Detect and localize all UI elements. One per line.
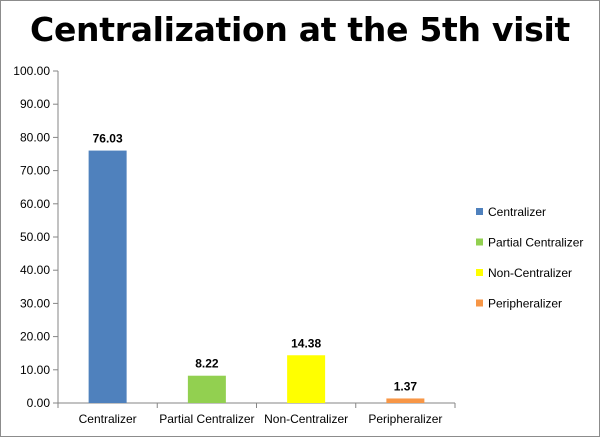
axes: 0.00 10.00 20.00 30.00 40.00 50.00 60.00 70.00 8… (13, 64, 456, 410)
chart-title: Centralization at the 5th visit (30, 10, 570, 49)
y-tick-label: 30.00 (20, 296, 50, 310)
legend-swatch (476, 238, 483, 246)
legend-swatch (476, 269, 483, 276)
y-tick-label: 60.00 (20, 197, 50, 211)
y-tick-label: 80.00 (20, 130, 50, 144)
legend-entry: Centralizer (488, 205, 546, 219)
legend-entry: Non-Centralizer (488, 266, 572, 280)
y-tick-label: 40.00 (20, 263, 50, 277)
legend-entry: Partial Centralizer (488, 236, 583, 250)
y-tick-label: 100.00 (13, 64, 50, 78)
bar-peripheralizer (386, 398, 425, 403)
data-label: 76.03 (93, 132, 123, 146)
legend-entry: Peripheralizer (488, 297, 562, 311)
data-label: 8.22 (195, 357, 219, 371)
y-tick-label: 90.00 (20, 97, 50, 111)
x-category-label: Non-Centralizer (264, 412, 348, 426)
y-tick-label: 0.00 (27, 396, 51, 410)
bars (88, 150, 425, 403)
y-tick-label: 10.00 (20, 363, 50, 377)
legend-swatch (476, 299, 483, 307)
y-tick-label: 70.00 (20, 164, 50, 178)
data-labels: 76.03 Centralizer 8.22 Partial Centralizer 1… (79, 132, 443, 426)
x-category-label: Partial Centralizer (159, 412, 254, 426)
bar-centralizer (88, 150, 127, 403)
legend-swatch (476, 208, 483, 215)
y-tick-label: 50.00 (20, 230, 50, 244)
x-category-label: Centralizer (79, 412, 137, 426)
legend: Centralizer Partial Centralizer Non-Centra… (476, 205, 583, 311)
bar-partial-centralizer (187, 375, 226, 403)
data-label: 14.38 (291, 336, 321, 350)
y-tick-label: 20.00 (20, 330, 50, 344)
bar-non-centralizer (287, 355, 326, 403)
data-label: 1.37 (394, 379, 418, 393)
x-category-label: Peripheralizer (368, 412, 442, 426)
